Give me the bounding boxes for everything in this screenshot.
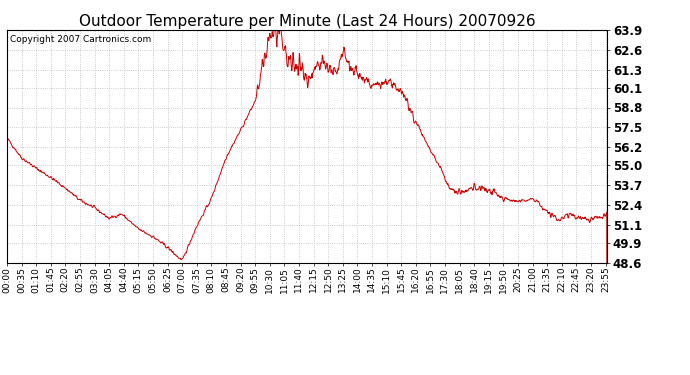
Text: Copyright 2007 Cartronics.com: Copyright 2007 Cartronics.com [10, 34, 151, 44]
Title: Outdoor Temperature per Minute (Last 24 Hours) 20070926: Outdoor Temperature per Minute (Last 24 … [79, 14, 535, 29]
